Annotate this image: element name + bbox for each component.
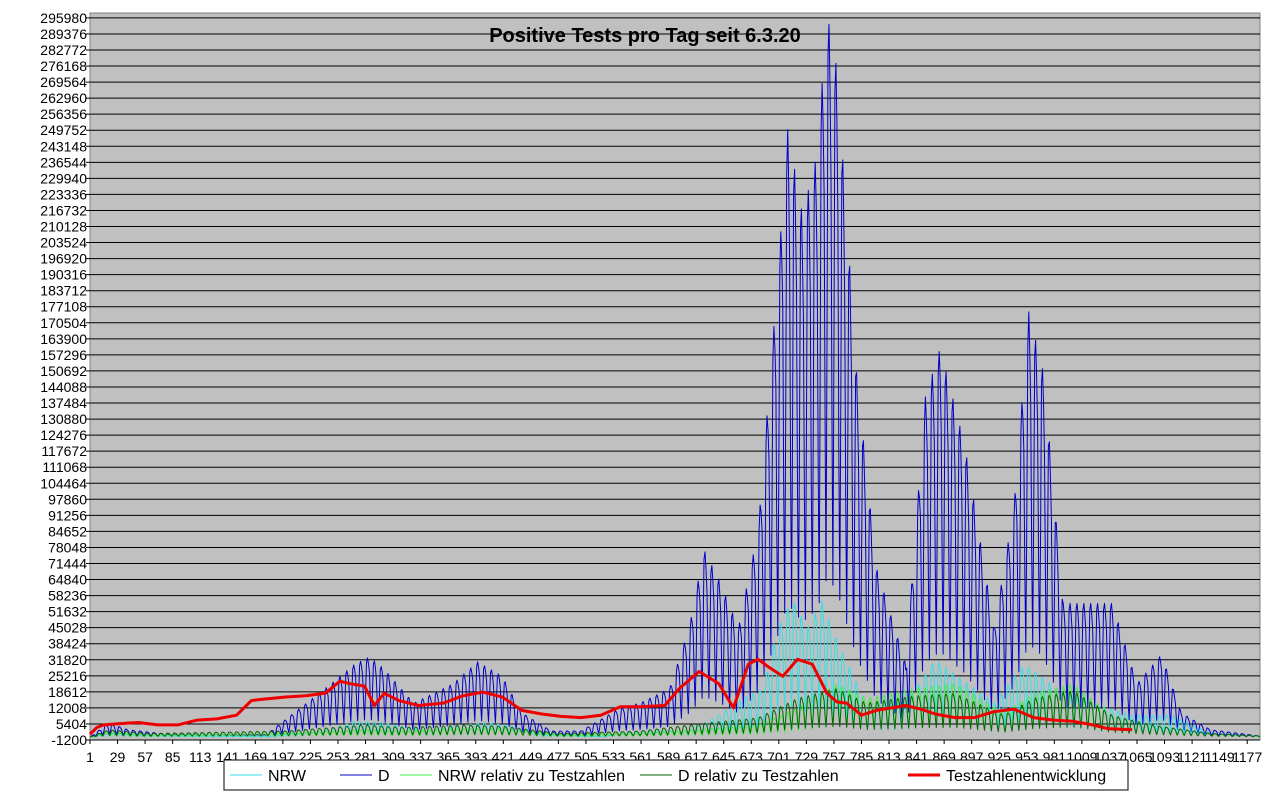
y-tick-label: 196920 bbox=[40, 251, 87, 267]
x-tick-label: 1 bbox=[86, 749, 94, 765]
y-tick-label: 58236 bbox=[48, 588, 87, 604]
x-tick-label: 113 bbox=[189, 749, 212, 765]
y-tick-label: 91256 bbox=[48, 507, 87, 523]
x-tick-label: 1121 bbox=[1177, 749, 1207, 765]
y-tick-label: 137484 bbox=[40, 395, 87, 411]
y-tick-label: 78048 bbox=[48, 539, 87, 555]
y-tick-label: 163900 bbox=[40, 331, 87, 347]
y-tick-label: 84652 bbox=[48, 523, 87, 539]
legend-label: Testzahlenentwicklung bbox=[946, 768, 1106, 785]
y-tick-label: 249752 bbox=[40, 122, 87, 138]
y-tick-label: 183712 bbox=[40, 283, 87, 299]
y-tick-label: 104464 bbox=[40, 475, 87, 491]
y-tick-label: 170504 bbox=[40, 315, 87, 331]
y-tick-label: 203524 bbox=[40, 235, 87, 251]
y-tick-label: 25216 bbox=[48, 668, 87, 684]
y-tick-label: 210128 bbox=[40, 219, 87, 235]
y-tick-label: 111068 bbox=[42, 459, 87, 475]
series-d bbox=[89, 23, 1261, 738]
y-tick-label: 282772 bbox=[40, 42, 87, 58]
x-tick-label: 85 bbox=[165, 749, 181, 765]
x-tick-label: 29 bbox=[110, 749, 126, 765]
y-tick-label: 51632 bbox=[48, 604, 87, 620]
y-axis: -120054041200818612252163182038424450285… bbox=[40, 10, 90, 748]
y-tick-label: 216732 bbox=[40, 202, 87, 218]
legend-label: D bbox=[378, 768, 390, 785]
x-tick-label: 1065 bbox=[1121, 749, 1152, 765]
y-tick-label: 262960 bbox=[40, 90, 87, 106]
x-tick-label: 1149 bbox=[1205, 749, 1235, 765]
y-tick-label: 223336 bbox=[40, 186, 87, 202]
y-tick-label: 18612 bbox=[48, 684, 87, 700]
series-layer bbox=[88, 23, 1261, 738]
y-tick-label: -1200 bbox=[51, 732, 87, 748]
y-tick-label: 276168 bbox=[40, 58, 87, 74]
y-tick-label: 64840 bbox=[48, 572, 87, 588]
y-tick-label: 45028 bbox=[48, 620, 87, 636]
plot-area bbox=[89, 12, 1261, 741]
gridlines bbox=[90, 17, 1260, 741]
legend-label: NRW relativ zu Testzahlen bbox=[438, 768, 625, 785]
y-tick-label: 289376 bbox=[40, 26, 87, 42]
y-tick-label: 71444 bbox=[48, 555, 87, 571]
chart-title: Positive Tests pro Tag seit 6.3.20 bbox=[489, 25, 801, 47]
series-d-relativ-zu-testzahlen bbox=[89, 688, 1261, 738]
x-tick-label: 1093 bbox=[1149, 749, 1180, 765]
y-tick-label: 12008 bbox=[48, 700, 87, 716]
y-tick-label: 190316 bbox=[40, 267, 87, 283]
y-tick-label: 117672 bbox=[41, 443, 87, 459]
y-tick-label: 150692 bbox=[40, 363, 87, 379]
y-tick-label: 157296 bbox=[40, 347, 87, 363]
y-tick-label: 31820 bbox=[48, 652, 87, 668]
y-tick-label: 124276 bbox=[40, 427, 87, 443]
x-tick-label: 1177 bbox=[1232, 749, 1262, 765]
y-tick-label: 269564 bbox=[40, 74, 87, 90]
y-tick-label: 256356 bbox=[40, 106, 87, 122]
y-tick-label: 177108 bbox=[40, 299, 87, 315]
x-tick-label: 57 bbox=[137, 749, 153, 765]
legend-box bbox=[223, 759, 1129, 791]
legend: NRW D NRW relativ zu Testzahlen D relativ z… bbox=[223, 759, 1129, 791]
y-tick-label: 38424 bbox=[48, 636, 87, 652]
legend-label: NRW bbox=[268, 768, 307, 785]
series-testzahlenentwicklung bbox=[88, 657, 1133, 736]
y-tick-label: 229940 bbox=[40, 170, 87, 186]
y-tick-label: 144088 bbox=[40, 379, 87, 395]
y-tick-label: 97860 bbox=[48, 491, 87, 507]
y-tick-label: 295980 bbox=[40, 10, 87, 26]
y-tick-label: 130880 bbox=[40, 411, 87, 427]
y-tick-label: 243148 bbox=[40, 138, 87, 154]
y-tick-label: 236544 bbox=[40, 154, 87, 170]
legend-label: D relativ zu Testzahlen bbox=[678, 768, 839, 785]
y-tick-label: 5404 bbox=[56, 716, 87, 732]
